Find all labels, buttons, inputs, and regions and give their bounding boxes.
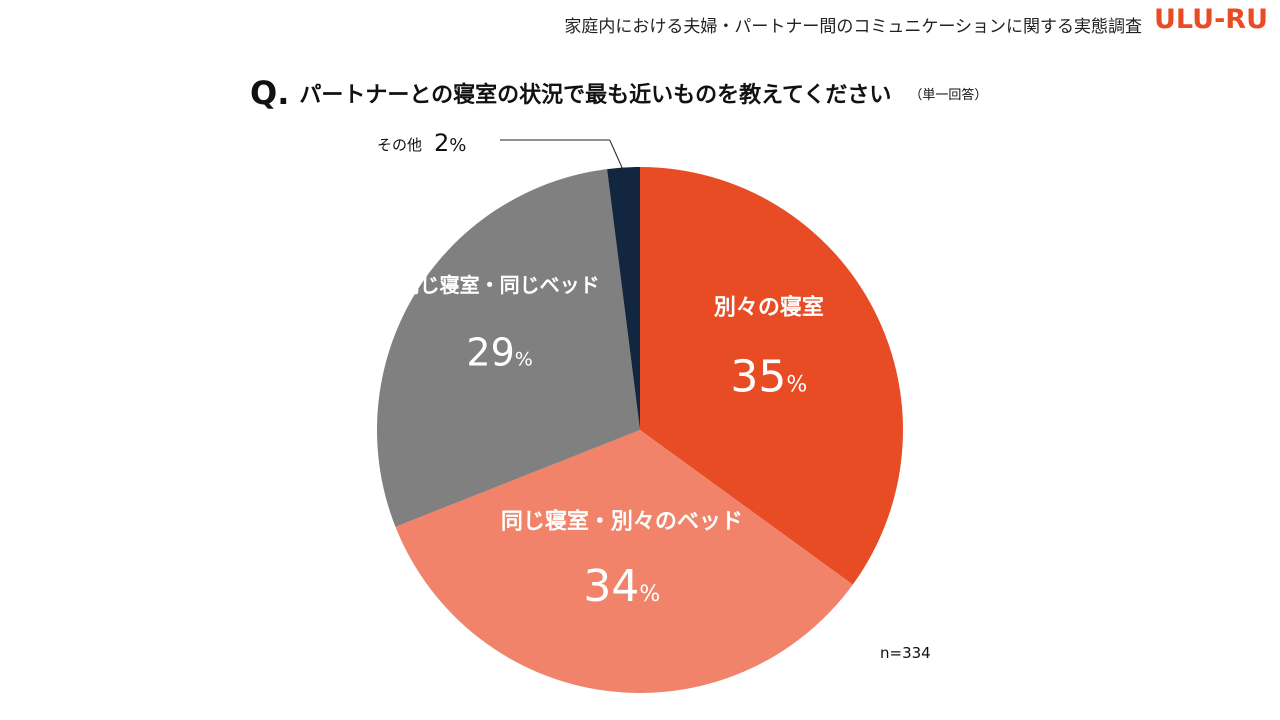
slice-same-room-separate-bed-value: 34%: [583, 561, 660, 612]
question-heading: Q. パートナーとの寝室の状況で最も近いものを教えてください （単一回答）: [250, 74, 987, 112]
sample-size: n=334: [880, 644, 931, 662]
question-note: （単一回答）: [909, 87, 988, 103]
slice-other-value: 2%: [434, 129, 466, 157]
question-text: パートナーとの寝室の状況で最も近いものを教えてください: [299, 83, 892, 108]
survey-title: 家庭内における夫婦・パートナー間のコミュニケーションに関する実態調査: [564, 17, 1142, 37]
question-mark: Q.: [250, 74, 290, 112]
slice-separate-room-value: 35%: [730, 352, 807, 403]
slice-same-bed: [376, 169, 640, 527]
slice-same-bed-value: 29%: [466, 330, 532, 374]
slice-other: [607, 167, 640, 430]
slice-separate-room-label: 別々の寝室: [714, 294, 824, 320]
slice-other-label: その他: [377, 136, 422, 154]
slice-same-bed-label: 同じ寝室・同じベッド: [400, 273, 600, 297]
brand-logo: ULU-RU: [1153, 4, 1268, 35]
slice-separate-room: [640, 167, 903, 585]
leader-line-other-tick: [609, 139, 625, 172]
slice-same-room-separate-bed: [395, 430, 853, 693]
slice-same-room-separate-bed-label: 同じ寝室・別々のベッド: [501, 509, 743, 535]
